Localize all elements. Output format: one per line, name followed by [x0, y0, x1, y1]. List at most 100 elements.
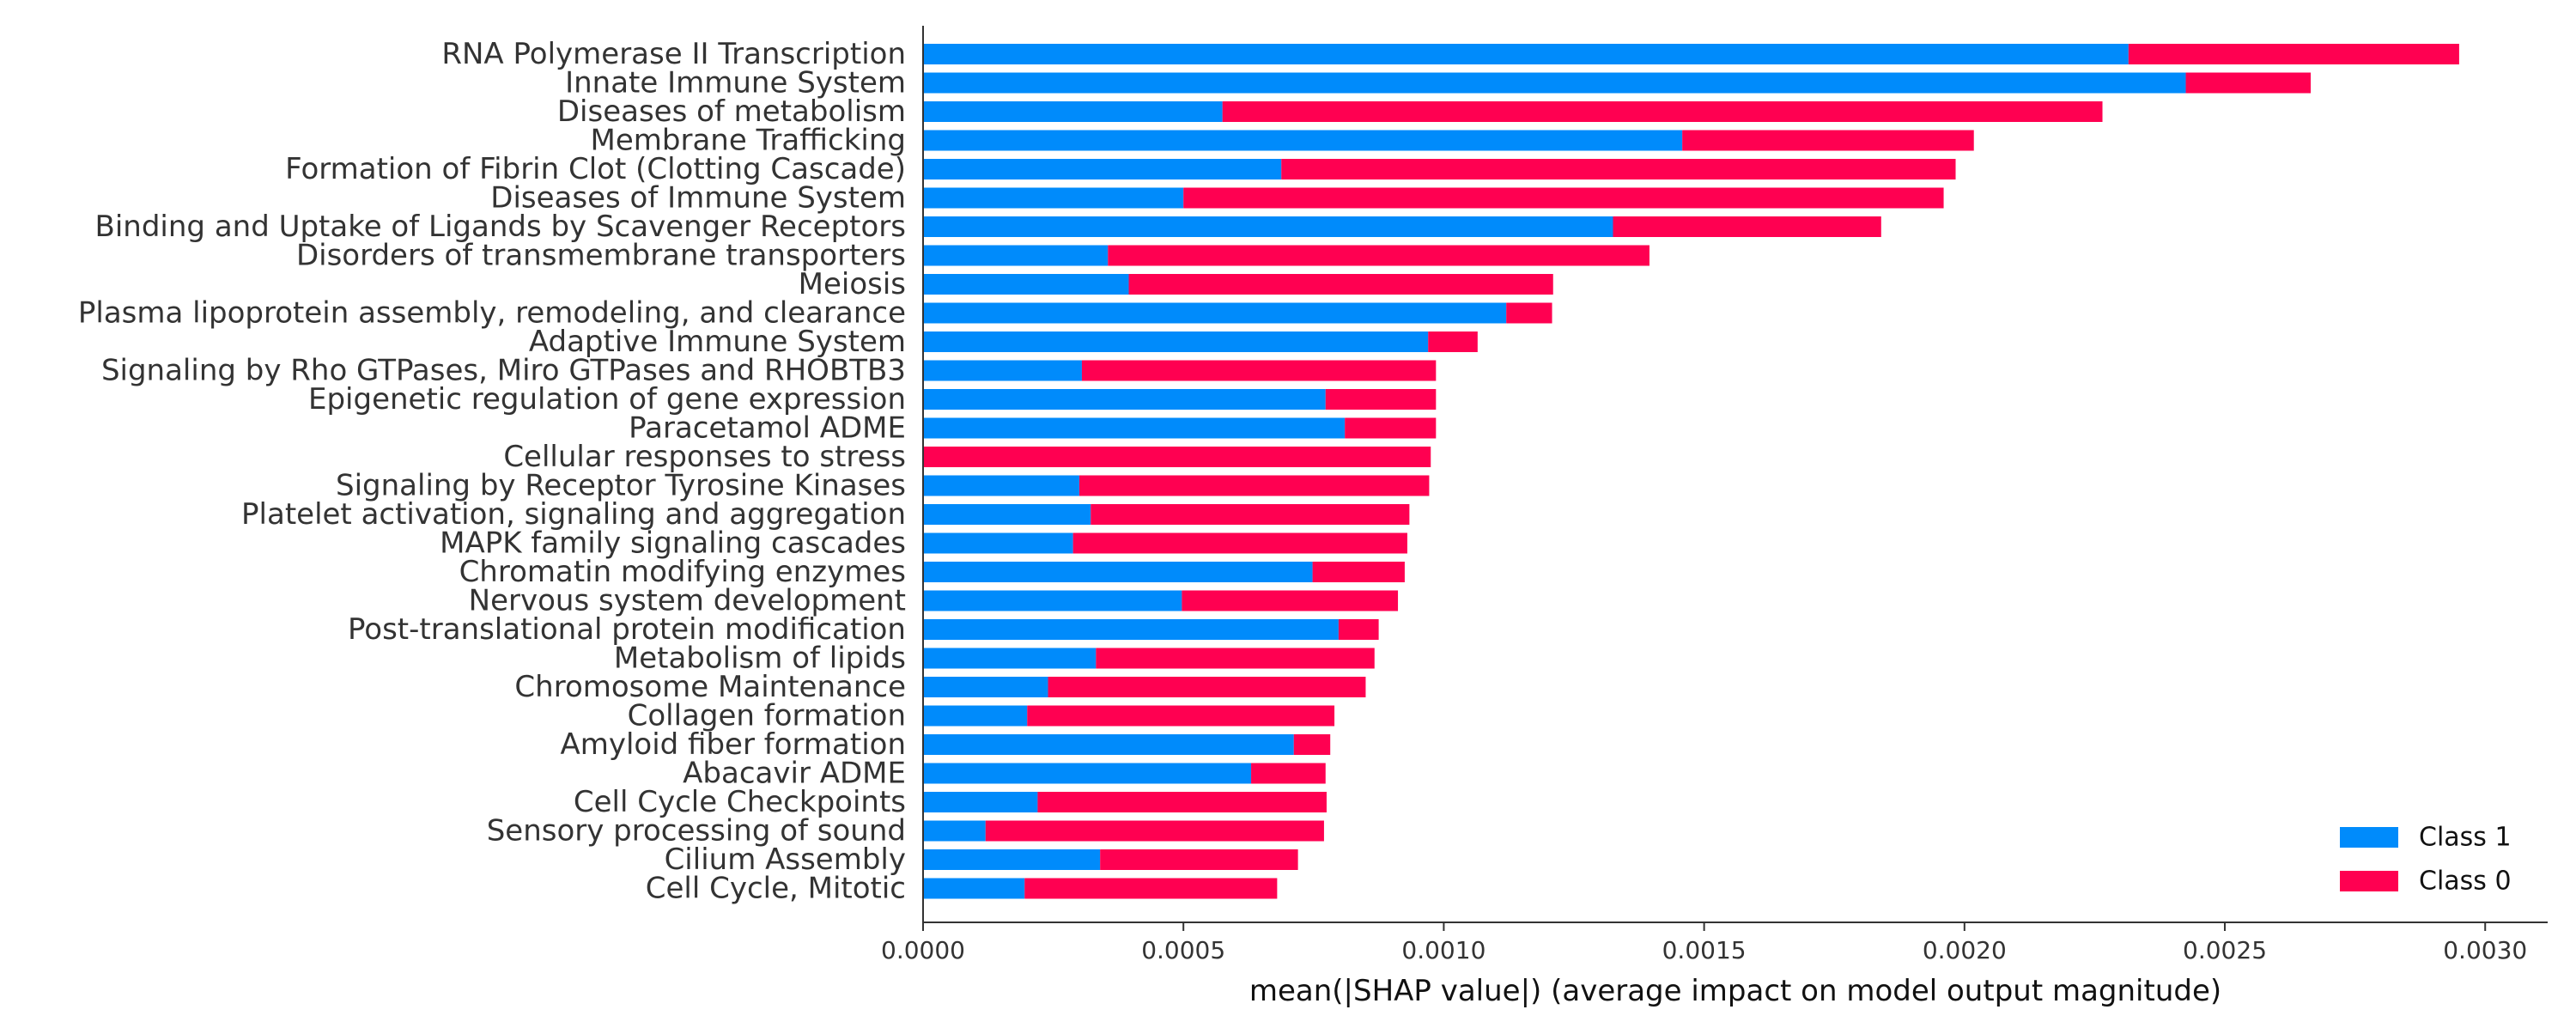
bar-segment-class-0 [1128, 274, 1553, 295]
category-label: Binding and Uptake of Ligands by Scaveng… [95, 210, 906, 244]
bar-segment-class-0 [1182, 590, 1399, 611]
bar-segment-class-0 [1682, 130, 1974, 151]
category-label: Abacavir ADME [683, 757, 906, 791]
bar-segment-class-1 [923, 792, 1038, 812]
bar-segment-class-1 [923, 734, 1294, 755]
category-label: Amyloid fiber formation [560, 727, 906, 762]
category-label: Diseases of Immune System [490, 181, 906, 216]
bar-segment-class-0 [1037, 792, 1327, 812]
bar-segment-class-0 [1428, 331, 1478, 352]
bar-segment-class-0 [1024, 878, 1278, 899]
bar-segment-class-1 [923, 820, 986, 842]
bar-segment-class-1 [923, 763, 1252, 784]
bar-segment-class-0 [1183, 187, 1944, 209]
category-label: Collagen formation [628, 699, 906, 733]
bar-segment-class-1 [923, 504, 1091, 525]
bar-segment-class-1 [923, 389, 1326, 410]
x-axis: 0.0000 0.0005 0.0010 0.0015 0.0020 0.0025 0.00… [881, 26, 2548, 964]
legend: Class 1 Class 0 [2340, 823, 2512, 897]
bar-segment-class-0 [1293, 734, 1331, 755]
category-label: Paracetamol ADME [629, 411, 906, 446]
bar-segment-class-1 [923, 417, 1346, 439]
bars-layer [923, 44, 2459, 899]
category-label: Cell Cycle Checkpoints [574, 785, 906, 819]
bar-segment-class-0 [1027, 705, 1335, 727]
x-tick-label: 0.0015 [1662, 936, 1747, 964]
category-label: Epigenetic regulation of gene expression [308, 382, 906, 417]
bar-segment-class-0 [1222, 101, 2103, 122]
x-tick-label: 0.0000 [881, 936, 965, 964]
bar-segment-class-1 [923, 72, 2186, 94]
bar-segment-class-0 [1048, 677, 1366, 697]
bar-segment-class-0 [1100, 849, 1298, 870]
x-tick-label: 0.0010 [1401, 936, 1485, 964]
bar-segment-class-0 [1338, 619, 1379, 640]
category-label: Formation of Fibrin Clot (Clotting Casca… [285, 152, 906, 186]
category-label: Adaptive Immune System [529, 325, 906, 359]
category-label: Nervous system development [469, 584, 906, 618]
category-label: Signaling by Receptor Tyrosine Kinases [336, 469, 906, 503]
bar-segment-class-1 [923, 562, 1313, 582]
category-label: Plasma lipoprotein assembly, remodeling,… [78, 296, 906, 331]
x-tick-label: 0.0020 [1923, 936, 2007, 964]
bar-segment-class-0 [923, 447, 1431, 467]
category-label: Post-translational protein modification [348, 612, 906, 647]
bar-segment-class-0 [1281, 159, 1956, 179]
bar-segment-class-1 [923, 475, 1079, 496]
category-label: RNA Polymerase II Transcription [441, 37, 906, 71]
bar-segment-class-1 [923, 677, 1048, 697]
category-label: Cilium Assembly [665, 842, 906, 877]
x-tick-label: 0.0030 [2443, 936, 2527, 964]
bar-segment-class-1 [923, 878, 1025, 899]
category-label: Chromosome Maintenance [514, 670, 906, 704]
bar-segment-class-1 [923, 274, 1129, 295]
bar-segment-class-1 [923, 331, 1429, 352]
category-label: MAPK family signaling cascades [440, 526, 906, 561]
category-label: Metabolism of lipids [614, 642, 906, 676]
category-label: Cellular responses to stress [503, 440, 906, 474]
bar-segment-class-0 [1072, 532, 1407, 554]
bar-segment-class-1 [923, 245, 1109, 266]
category-label: Cell Cycle, Mitotic [646, 872, 906, 906]
category-label: Membrane Trafficking [591, 124, 906, 158]
x-tick-label: 0.0025 [2183, 936, 2267, 964]
bar-segment-class-1 [923, 619, 1339, 640]
bar-segment-class-1 [923, 648, 1097, 669]
bar-segment-class-0 [985, 820, 1324, 842]
bar-segment-class-1 [923, 130, 1683, 151]
category-label: Disorders of transmembrane transporters [296, 239, 906, 273]
bar-segment-class-1 [923, 705, 1028, 727]
bar-segment-class-0 [1251, 763, 1326, 784]
category-label: Innate Immune System [565, 66, 906, 100]
bar-segment-class-1 [923, 216, 1613, 237]
x-axis-title: mean(|SHAP value|) (average impact on mo… [1249, 974, 2221, 1008]
category-label: Chromatin modifying enzymes [459, 555, 906, 589]
bar-segment-class-0 [1078, 475, 1430, 496]
bar-segment-class-0 [2128, 44, 2459, 64]
bar-segment-class-0 [1108, 245, 1649, 266]
bar-segment-class-1 [923, 532, 1073, 554]
bar-segment-class-0 [1081, 360, 1437, 381]
category-label: Meiosis [799, 267, 906, 301]
bar-segment-class-1 [923, 302, 1507, 324]
bar-segment-class-0 [2185, 72, 2312, 94]
legend-label: Class 0 [2419, 867, 2512, 897]
legend-swatch-class-1 [2340, 827, 2398, 848]
category-label: Diseases of metabolism [557, 94, 906, 129]
bar-segment-class-0 [1096, 648, 1375, 669]
category-label: Platelet activation, signaling and aggre… [241, 497, 906, 532]
bar-segment-class-1 [923, 849, 1101, 870]
bar-segment-class-0 [1091, 504, 1410, 525]
bar-segment-class-1 [923, 44, 2129, 64]
bar-segment-class-0 [1345, 417, 1437, 439]
legend-label: Class 1 [2419, 823, 2512, 853]
bar-segment-class-1 [923, 101, 1223, 122]
category-label: Signaling by Rho GTPases, Miro GTPases a… [101, 354, 906, 388]
bar-segment-class-0 [1506, 302, 1552, 324]
bar-segment-class-1 [923, 360, 1082, 381]
bar-segment-class-1 [923, 590, 1182, 611]
category-label: Sensory processing of sound [487, 814, 906, 848]
